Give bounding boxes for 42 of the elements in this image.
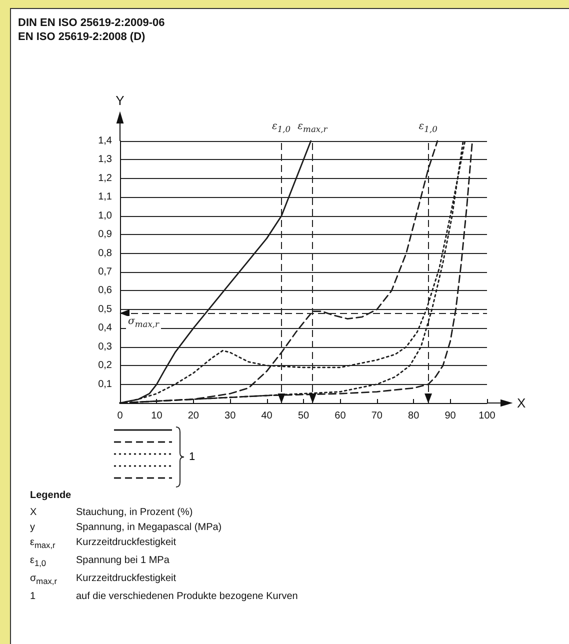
ref-line-label: ε$_{1,0}$ bbox=[270, 121, 293, 135]
x-tick-label: 40 bbox=[261, 410, 273, 422]
x-tick-label: 60 bbox=[334, 410, 346, 422]
x-tick-label: 10 bbox=[151, 410, 163, 422]
y-tick-label: 0,5 bbox=[98, 304, 112, 315]
text: σ$_{max,r}$ Kurzzeitdruckfestigkeit bbox=[30, 573, 176, 586]
y-tick-label: 1,4 bbox=[98, 136, 112, 146]
y-tick-label: 1,1 bbox=[98, 192, 112, 203]
ref-line-label: ε$_{1,0}$ bbox=[416, 121, 440, 135]
x-tick-label: 80 bbox=[408, 410, 420, 422]
text: ε$_{max,r}$ Kurzzeitdruckfestigkeit bbox=[30, 537, 176, 550]
x-tick-label: 100 bbox=[478, 410, 496, 422]
y-tick-label: 0,9 bbox=[98, 229, 112, 240]
y-tick-label: 0,3 bbox=[98, 341, 112, 352]
x-axis-title: X bbox=[517, 396, 526, 410]
y-tick-label: 1,0 bbox=[98, 210, 112, 222]
y-tick-label: 0,7 bbox=[98, 266, 112, 278]
y-tick-label: 0,6 bbox=[98, 285, 112, 296]
y-tick-label: 1,3 bbox=[98, 154, 112, 166]
x-tick-label: 50 bbox=[298, 410, 310, 422]
text: X Stauchung, in Prozent (%) bbox=[30, 507, 193, 518]
chart-title: DIN EN ISO 25619-2:2009-06 bbox=[18, 16, 165, 30]
y-tick-label: 0,4 bbox=[98, 322, 112, 334]
text: ε$_{1,0}$ Spannung bei 1 MPa bbox=[30, 555, 170, 568]
x-tick-label: 30 bbox=[224, 410, 236, 422]
legend-title: 1 bbox=[189, 451, 196, 463]
x-tick-label: 20 bbox=[188, 410, 200, 422]
y-tick-label: 0,1 bbox=[98, 378, 112, 390]
y-tick-label: 0,8 bbox=[98, 248, 112, 259]
y-tick-label: 0,2 bbox=[98, 360, 112, 372]
text: y Spannung, in Megapascal (MPa) bbox=[30, 522, 222, 533]
x-tick-label: 90 bbox=[444, 410, 456, 422]
x-tick-label: 70 bbox=[371, 410, 383, 422]
text: Legende bbox=[30, 489, 72, 503]
y-axis-title: Y bbox=[116, 93, 125, 108]
ref-line-label: ε$_{max,r}$ bbox=[296, 121, 330, 135]
x-tick-label: 0 bbox=[117, 410, 124, 422]
chart-subtitle: EN ISO 25619-2:2008 (D) bbox=[18, 30, 146, 44]
y-tick-label: 1,2 bbox=[98, 172, 112, 184]
text: 1 auf die verschiedenen Produkte bezogene Kurven bbox=[30, 591, 298, 602]
ref-line-label: σ$_{max,r}$ bbox=[126, 316, 162, 330]
legend-key: 1 bbox=[112, 424, 196, 490]
